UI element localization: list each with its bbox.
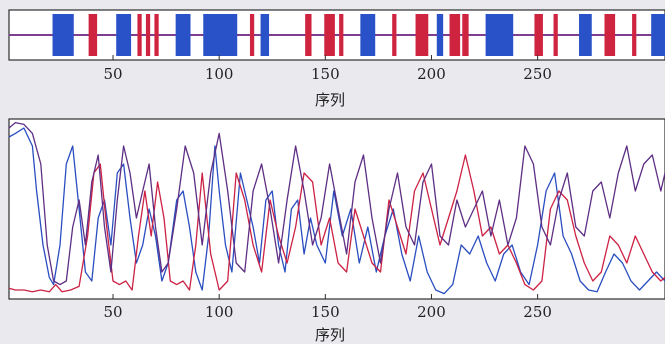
line-tick-label: 250 [523, 303, 552, 321]
track-segment [534, 14, 543, 56]
line-series-group [8, 121, 665, 295]
track-ticks: 50 100 150 200 250 [103, 55, 552, 83]
track-segment [260, 14, 270, 56]
track-segment [305, 14, 312, 56]
sequence-track-panel: 50 100 150 200 250 序列 [8, 9, 665, 109]
track-tick-label: 150 [311, 65, 340, 83]
line-series-2 [8, 154, 665, 293]
line-tick-label: 150 [311, 303, 340, 321]
track-segment [175, 14, 191, 56]
track-segment [651, 14, 665, 56]
track-segment [604, 14, 616, 56]
track-tick-label: 250 [523, 65, 552, 83]
track-segment [249, 14, 255, 56]
track-segment [339, 14, 344, 56]
track-segment [154, 14, 159, 56]
track-segment [436, 14, 444, 56]
track-segment [145, 14, 151, 56]
track-segment [462, 14, 469, 56]
track-segment [485, 14, 514, 56]
line-series-3 [8, 121, 665, 286]
probability-line-panel: 50 100 150 200 250 序列 [8, 118, 665, 344]
track-segment [88, 14, 98, 56]
track-segment [203, 14, 238, 56]
track-segment [579, 14, 592, 56]
track-segment [324, 14, 335, 56]
track-segment [137, 14, 142, 56]
line-ticks: 50 100 150 200 250 [103, 294, 552, 321]
line-tick-label: 100 [205, 303, 234, 321]
track-segment [415, 14, 429, 56]
line-xlabel: 序列 [315, 326, 345, 344]
track-tick-label: 50 [103, 65, 122, 83]
track-segment [52, 14, 74, 56]
track-segments [52, 14, 665, 56]
line-series-1 [8, 127, 665, 295]
track-segment [360, 14, 376, 56]
track-segment [553, 14, 558, 56]
track-tick-label: 100 [205, 65, 234, 83]
line-tick-label: 50 [103, 303, 122, 321]
track-segment [449, 14, 461, 56]
track-xlabel: 序列 [315, 91, 345, 109]
track-segment [392, 14, 397, 56]
track-tick-label: 200 [417, 65, 446, 83]
line-tick-label: 200 [417, 303, 446, 321]
track-segment [116, 14, 132, 56]
track-segment [632, 14, 637, 56]
